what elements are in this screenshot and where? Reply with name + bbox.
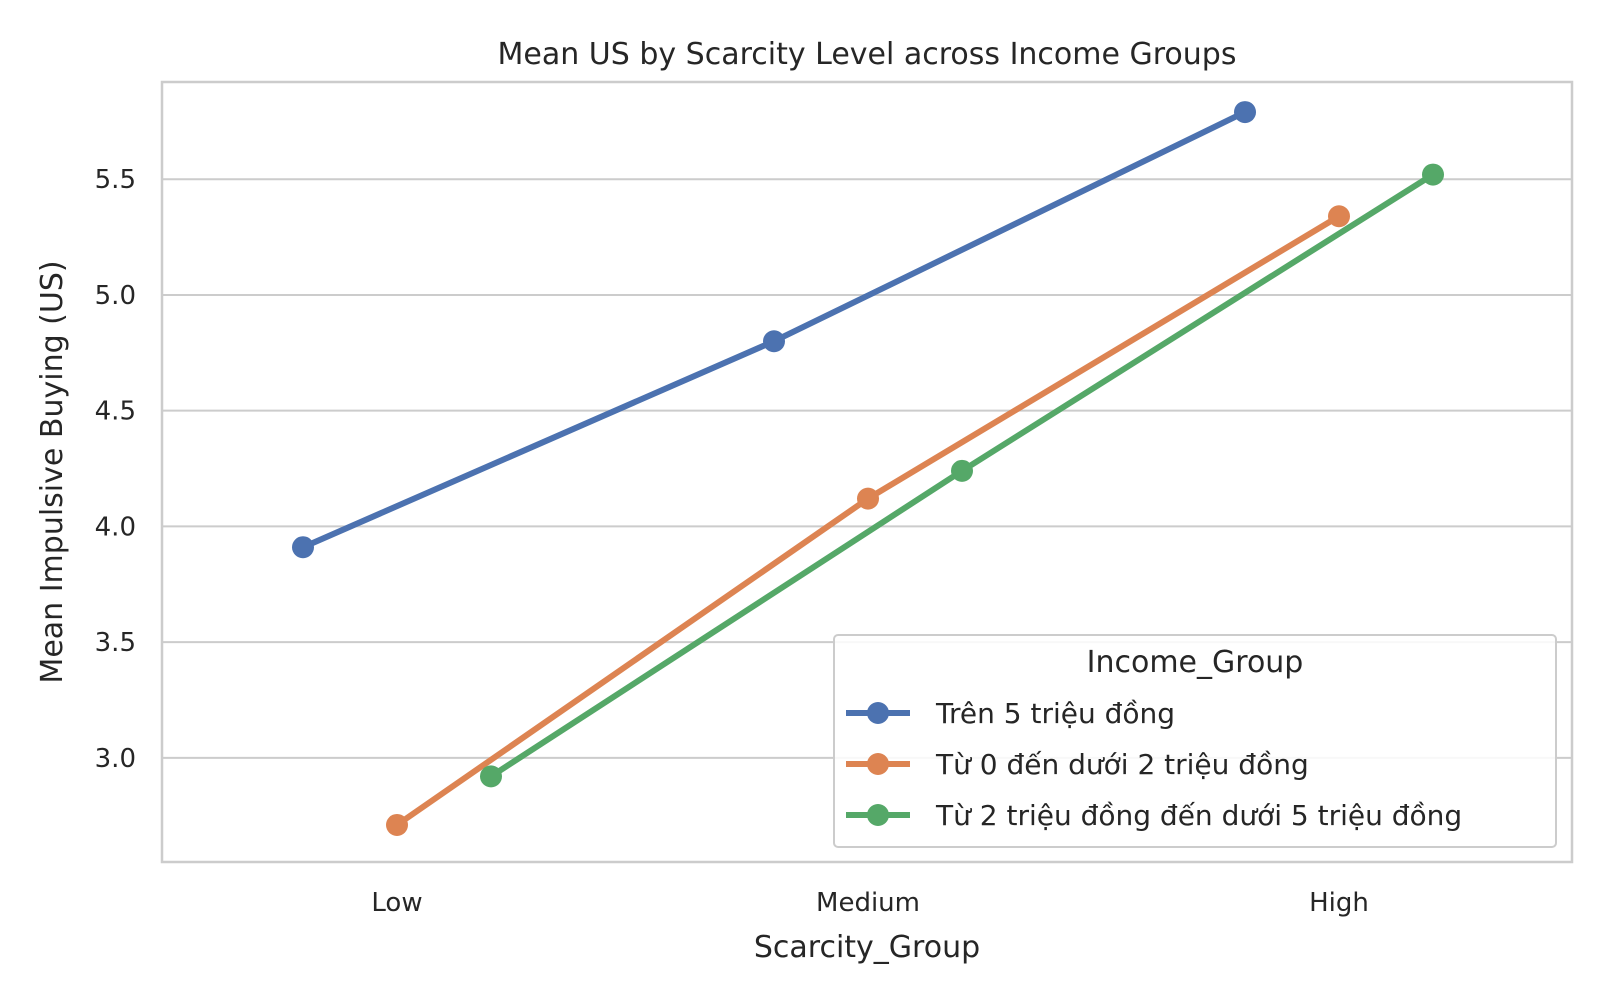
legend-item: Từ 2 triệu đồng đến dưới 5 triệu đồng xyxy=(846,799,1462,832)
data-point xyxy=(1422,163,1444,186)
y-tick-label: 5.5 xyxy=(95,165,136,195)
x-tick-label: Medium xyxy=(816,888,920,918)
legend-title: Income_Group xyxy=(1087,645,1304,680)
legend-marker xyxy=(867,804,889,826)
legend-box xyxy=(833,634,1557,848)
series-group xyxy=(480,163,1444,788)
data-point xyxy=(763,330,785,353)
data-point xyxy=(292,536,314,559)
x-axis-label: Scarcity_Group xyxy=(754,930,980,965)
x-axis-ticks: Low Medium High xyxy=(371,888,1368,918)
y-axis-ticks: 3.0 3.5 4.0 4.5 5.0 5.5 xyxy=(95,165,136,774)
data-point xyxy=(1328,205,1350,228)
legend-label: Trên 5 triệu đồng xyxy=(935,697,1175,730)
data-point xyxy=(857,487,879,510)
data-point xyxy=(951,459,973,482)
data-point xyxy=(386,813,408,836)
y-tick-label: 3.0 xyxy=(95,744,136,774)
series-group xyxy=(292,101,1256,559)
x-tick-label: Low xyxy=(371,888,422,918)
data-point xyxy=(1234,101,1256,124)
y-tick-label: 4.0 xyxy=(95,512,136,542)
series-layer xyxy=(292,101,1444,836)
legend-marker xyxy=(867,702,889,724)
legend: Income_Group Trên 5 triệu đồng Từ 0 đến d… xyxy=(833,634,1557,848)
legend-items: Trên 5 triệu đồng Từ 0 đến dưới 2 triệu đ… xyxy=(846,697,1462,832)
y-tick-label: 3.5 xyxy=(95,628,136,658)
legend-item: Trên 5 triệu đồng xyxy=(846,697,1175,730)
legend-marker xyxy=(867,753,889,775)
series-line xyxy=(300,109,1248,551)
y-axis-label: Mean Impulsive Buying (US) xyxy=(35,260,70,683)
legend-item: Từ 0 đến dưới 2 triệu đồng xyxy=(846,748,1309,781)
chart-title: Mean US by Scarcity Level across Income … xyxy=(498,37,1237,72)
legend-label: Từ 0 đến dưới 2 triệu đồng xyxy=(935,748,1309,781)
data-point xyxy=(480,765,502,788)
legend-label: Từ 2 triệu đồng đến dưới 5 triệu đồng xyxy=(935,799,1462,832)
plot-frame xyxy=(160,80,1574,864)
x-tick-label: High xyxy=(1309,888,1369,918)
series-group xyxy=(386,205,1350,836)
y-tick-label: 5.0 xyxy=(95,281,136,311)
y-tick-label: 4.5 xyxy=(95,397,136,427)
